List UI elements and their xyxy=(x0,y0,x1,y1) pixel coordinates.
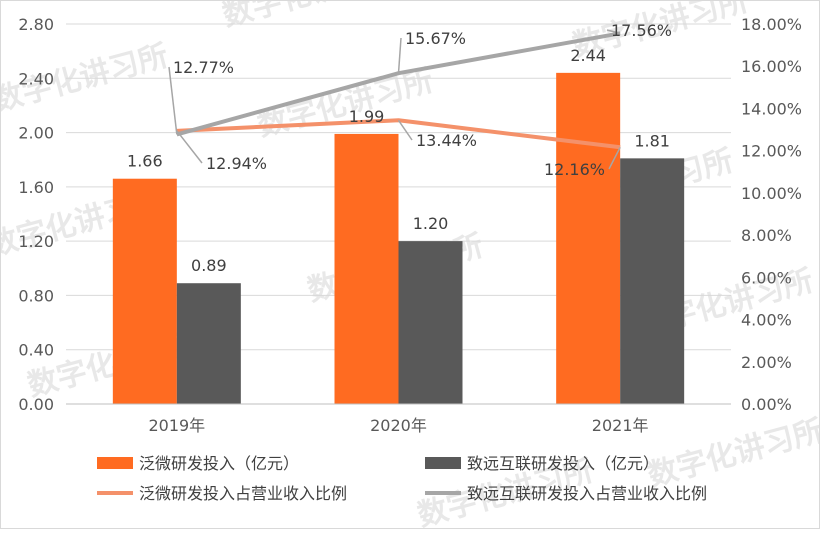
line-value-label: 15.67% xyxy=(405,29,466,48)
bar-value-label: 1.66 xyxy=(127,152,163,171)
line-value-label: 12.94% xyxy=(206,154,267,173)
label-leader-line xyxy=(176,130,203,164)
label-leader-line xyxy=(608,146,621,170)
bar xyxy=(620,158,685,404)
x-axis-tick-label: 2020年 xyxy=(370,416,427,435)
watermark-text: 数字化讲习所 xyxy=(219,1,402,34)
bar-value-label: 1.81 xyxy=(634,131,670,150)
bar xyxy=(334,133,399,404)
right-axis-tick-label: 10.00% xyxy=(741,184,802,203)
label-leader-line xyxy=(397,119,413,141)
legend-label: 致远互联研发投入（亿元） xyxy=(467,454,659,473)
legend-label: 致远互联研发投入占营业收入比例 xyxy=(467,484,707,503)
label-leader-line xyxy=(397,37,402,74)
bars xyxy=(66,72,731,405)
right-axis-tick-label: 6.00% xyxy=(741,268,792,287)
legend: 泛微研发投入（亿元） 致远互联研发投入（亿元） 泛微研发投入占营业收入比例 致远互联研… xyxy=(97,454,707,503)
right-axis-tick-label: 8.00% xyxy=(741,226,792,245)
bar xyxy=(112,178,177,404)
x-axis-tick-label: 2019年 xyxy=(148,416,205,435)
line-value-label: 17.56% xyxy=(611,21,672,40)
bar xyxy=(398,241,463,404)
right-axis-tick-label: 4.00% xyxy=(741,311,792,330)
x-axis-tick-label: 2021年 xyxy=(592,416,649,435)
bar xyxy=(556,72,621,404)
right-axis-tick-label: 18.00% xyxy=(741,15,802,34)
left-axis-tick-label: 2.80 xyxy=(18,15,54,34)
bar xyxy=(176,283,241,404)
left-axis-tick-label: 1.60 xyxy=(18,178,54,197)
legend-swatch xyxy=(425,457,461,469)
line-value-label: 13.44% xyxy=(416,131,477,150)
bar-value-label: 1.20 xyxy=(413,214,449,233)
right-axis-tick-label: 0.00% xyxy=(741,395,792,414)
line-value-label: 12.77% xyxy=(173,58,234,77)
right-axis-tick-label: 14.00% xyxy=(741,99,802,118)
left-axis-tick-label: 0.40 xyxy=(18,341,54,360)
right-axis-ticks: 0.00% 2.00% 4.00% 6.00% 8.00% 10.00% 12.00% 14.… xyxy=(741,15,802,414)
data-labels: 1.66 1.99 2.44 0.89 1.20 1.81 12.94% 13.44% 12.1… xyxy=(127,21,672,275)
left-axis-tick-label: 0.00 xyxy=(18,395,54,414)
bar-value-label: 2.44 xyxy=(570,46,606,65)
x-axis-ticks: 2019年 2020年 2021年 xyxy=(148,416,648,435)
right-axis-tick-label: 16.00% xyxy=(741,57,802,76)
left-axis-tick-label: 2.40 xyxy=(18,69,54,88)
legend-label: 泛微研发投入（亿元） xyxy=(139,454,299,473)
legend-label: 泛微研发投入占营业收入比例 xyxy=(139,484,347,503)
left-axis-tick-label: 1.20 xyxy=(18,232,54,251)
watermark-text: 数字化讲习所 xyxy=(644,413,819,493)
line-value-label: 12.16% xyxy=(544,160,605,179)
label-leader-line xyxy=(606,29,621,35)
left-axis-ticks: 0.00 0.40 0.80 1.20 1.60 2.00 2.40 2.80 xyxy=(18,15,54,414)
left-axis-tick-label: 2.00 xyxy=(18,124,54,143)
bar-value-label: 1.99 xyxy=(349,107,385,126)
left-axis-tick-label: 0.80 xyxy=(18,286,54,305)
bar-value-label: 0.89 xyxy=(191,256,227,275)
legend-swatch xyxy=(97,457,133,469)
right-axis-tick-label: 2.00% xyxy=(741,353,792,372)
label-leader-line xyxy=(168,66,178,135)
right-axis-tick-label: 12.00% xyxy=(741,142,802,161)
